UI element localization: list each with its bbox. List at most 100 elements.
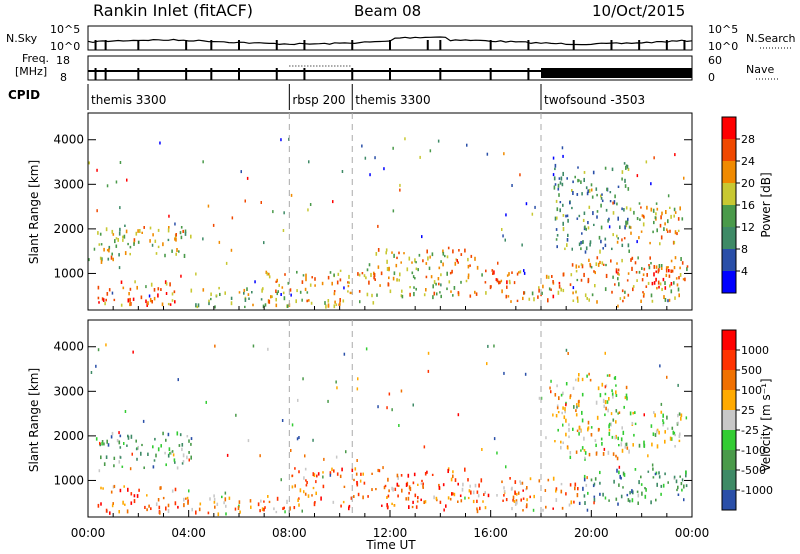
vel-cells-cell-433	[602, 492, 604, 497]
power-cells-cell-88	[118, 253, 120, 257]
vel-cells-cell-576	[560, 440, 562, 444]
vel-cells-cell-572	[604, 413, 606, 417]
power-cells-cell-424	[661, 287, 663, 292]
power-cells-cell-96	[111, 252, 113, 256]
vel-cells-cell-752	[423, 445, 426, 449]
power-cells-cell-636	[560, 176, 563, 181]
power-cells-cell-139	[218, 286, 220, 290]
vel-cells-cell-99	[169, 452, 171, 455]
vel-cells-cell-690	[357, 377, 359, 381]
power-cells-cell-203	[268, 272, 270, 276]
vel-cells-cell-619	[577, 377, 580, 382]
power-cells-cell-222	[305, 273, 307, 278]
power-cells-cell-206	[270, 295, 272, 299]
vel-cells-cell-212	[400, 474, 403, 477]
power-cells-cell-614	[611, 167, 614, 172]
power-cells-cell-298	[415, 267, 418, 271]
power-cells-cell-825	[207, 204, 210, 208]
power-cells-cell-194	[331, 281, 333, 286]
power-cells-cell-191	[373, 273, 376, 278]
power-cells-cell-382	[545, 274, 548, 279]
power-cells-cell-140	[230, 296, 233, 300]
power-cells-cell-536	[649, 241, 651, 245]
power-cells-cell-686	[626, 164, 629, 169]
freq-series	[88, 65, 692, 80]
vel-cells-cell-243	[331, 467, 333, 472]
power-cells-cell-147	[208, 299, 210, 303]
power-cells-cell-134	[202, 288, 205, 292]
vel-cells-cell-494	[679, 432, 681, 436]
vel-cells-cell-280	[312, 472, 315, 477]
power-cells-cell-726	[436, 292, 438, 296]
vel-cells-cell-721	[618, 465, 621, 469]
vel-cells-cell-119	[171, 450, 174, 453]
vel-cells-cell-724	[604, 496, 607, 500]
time-axis-label: Time UT	[365, 538, 416, 552]
vel-cells-cell-225	[423, 500, 425, 505]
vel-cells-cell-25	[183, 503, 185, 508]
power-cells-cell-372	[552, 280, 554, 284]
power-cells-cell-141	[260, 298, 263, 301]
vel-cells-cell-376	[640, 483, 643, 486]
power-cells-cell-167	[327, 299, 330, 303]
power-cells-cell-685	[614, 194, 616, 199]
vel-cells-cell-226	[322, 471, 324, 474]
power-cells-cell-617	[586, 191, 589, 196]
vel-cells-cell-263	[426, 470, 428, 474]
power-cells-cell-470	[621, 258, 623, 263]
power-cells-cell-746	[619, 297, 622, 301]
power-cells-cell-284	[454, 261, 457, 266]
vel-cells-cell-209	[408, 485, 411, 490]
vel-cells-cell-124	[221, 495, 223, 499]
power-cells-cell-426	[664, 281, 666, 285]
vel-cells-cell-406	[599, 470, 601, 475]
power-cells-cell-160	[349, 291, 352, 295]
power-cells-cell-131	[251, 291, 253, 294]
power-cells-cell-631	[604, 237, 607, 241]
power-cells-cell-535	[638, 202, 641, 205]
vel-cells-cell-49	[105, 508, 108, 513]
vel-cells-cell-276	[356, 482, 359, 487]
vel-cells-cell-742	[298, 436, 300, 439]
power-cells-cell-741	[111, 291, 114, 295]
power-cells-cell-810	[126, 178, 128, 182]
power-cells-cell-281	[474, 290, 476, 294]
power-cells-cell-478	[605, 263, 607, 267]
vel-cells-cell-396	[631, 498, 634, 503]
vel-cells-cell-183	[298, 503, 300, 507]
power-cells-cell-742	[276, 292, 278, 296]
vel-cells-cell-445	[636, 490, 639, 493]
vel-cells-cell-117	[186, 455, 188, 460]
vel-cells-cell-323	[514, 480, 517, 484]
power-cells-cell-652	[583, 171, 586, 174]
velocity-colorbar-label-2: 100	[741, 384, 762, 397]
vel-cells-cell-372	[512, 498, 514, 502]
vel-cells-cell-298	[377, 468, 379, 472]
vel-cells-cell-699	[545, 436, 547, 440]
vel-cells-cell-483	[666, 427, 669, 430]
vel-cells-cell-190	[413, 472, 416, 477]
vel-cells-cell-74	[121, 465, 124, 468]
vel-cells-cell-150	[209, 497, 211, 501]
vel-cells-cell-397	[578, 501, 581, 506]
power-cells-cell-137	[275, 297, 277, 302]
power-cells-cell-154	[337, 272, 340, 276]
power-cells-cell-779	[195, 272, 197, 276]
power-cells-cell-574	[667, 219, 669, 224]
vel-cells-cell-672	[234, 507, 237, 511]
vel-cells-cell-338	[526, 503, 528, 507]
power-cells-cell-530	[667, 266, 669, 269]
power-cells-cell-506	[674, 256, 677, 260]
vel-cells-cell-241	[336, 472, 339, 476]
power-ytick-label-3: 1000	[53, 266, 84, 280]
power-cells-cell-260	[467, 273, 470, 277]
vel-cells-cell-674	[124, 410, 127, 413]
power-cells-cell-309	[377, 265, 380, 269]
velocity-ytick-label-1: 3000	[53, 384, 84, 398]
power-cells-cell-483	[642, 291, 644, 294]
power-cells-cell-650	[617, 185, 620, 189]
power-cells-cell-753	[667, 194, 670, 198]
power-colorbar-swatch-6	[722, 249, 736, 272]
power-cells-cell-463	[616, 262, 618, 265]
power-cells-cell-772	[96, 209, 98, 213]
